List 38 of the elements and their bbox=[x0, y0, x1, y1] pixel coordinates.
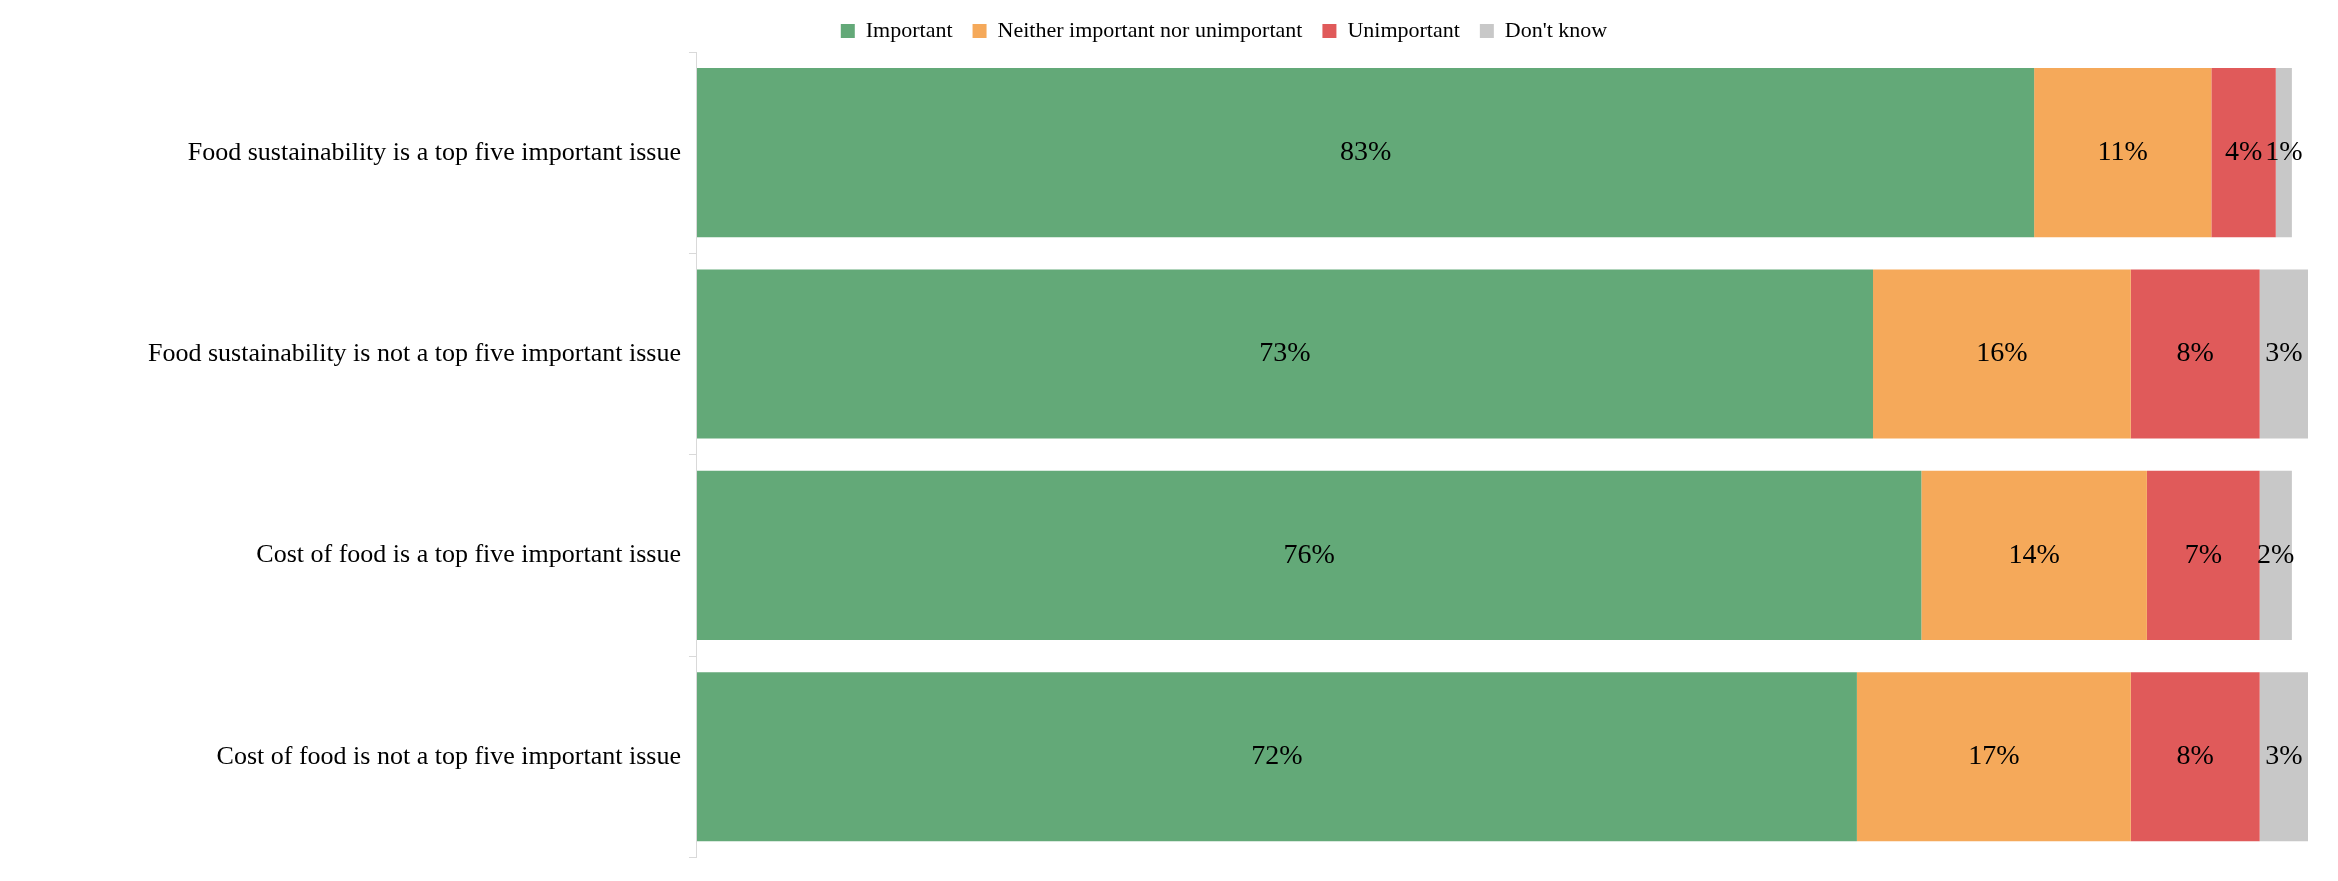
data-label: 83% bbox=[1339, 135, 1392, 167]
y-tick-label: Cost of food is not a top five important issue bbox=[216, 740, 681, 770]
bar bbox=[696, 269, 1874, 439]
data-label: 1% bbox=[2265, 135, 2303, 167]
bar bbox=[2259, 269, 2308, 439]
bar bbox=[2130, 672, 2260, 842]
y-tick-label: Food sustainability is not a top five important issue bbox=[147, 337, 681, 367]
legend-label: Don't know bbox=[1504, 16, 1608, 42]
bar bbox=[696, 68, 2035, 238]
bar bbox=[1921, 470, 2147, 640]
data-label: 7% bbox=[2184, 537, 2222, 569]
bar bbox=[696, 470, 1922, 640]
data-label: 73% bbox=[1259, 336, 1311, 368]
bar bbox=[2130, 269, 2260, 439]
data-label: 11% bbox=[2097, 135, 2148, 167]
bar bbox=[1856, 672, 2131, 842]
data-label: 72% bbox=[1251, 739, 1303, 771]
bar bbox=[696, 672, 1857, 842]
y-tick-label: Food sustainability is a top five important issue bbox=[187, 136, 681, 166]
data-label: 4% bbox=[2224, 135, 2263, 167]
data-label: 3% bbox=[2265, 336, 2303, 368]
data-label: 16% bbox=[1976, 336, 2028, 368]
bar bbox=[2034, 68, 2212, 238]
data-label: 14% bbox=[2008, 537, 2060, 569]
legend-label: Neither important nor unimportant bbox=[997, 16, 1303, 42]
data-label: 76% bbox=[1283, 537, 1335, 569]
data-label: 3% bbox=[2265, 739, 2303, 771]
bar bbox=[2259, 470, 2292, 640]
legend-label: Unimportant bbox=[1347, 16, 1460, 42]
bar bbox=[2146, 470, 2260, 640]
bar bbox=[2259, 672, 2308, 842]
data-label: 8% bbox=[2176, 336, 2214, 368]
data-label: 8% bbox=[2176, 739, 2214, 771]
bar bbox=[1873, 269, 2131, 439]
data-label: 17% bbox=[1968, 739, 2020, 771]
data-label: 2% bbox=[2257, 537, 2295, 569]
legend-label: Important bbox=[865, 16, 953, 42]
y-tick-label: Cost of food is a top five important issue bbox=[256, 539, 681, 569]
